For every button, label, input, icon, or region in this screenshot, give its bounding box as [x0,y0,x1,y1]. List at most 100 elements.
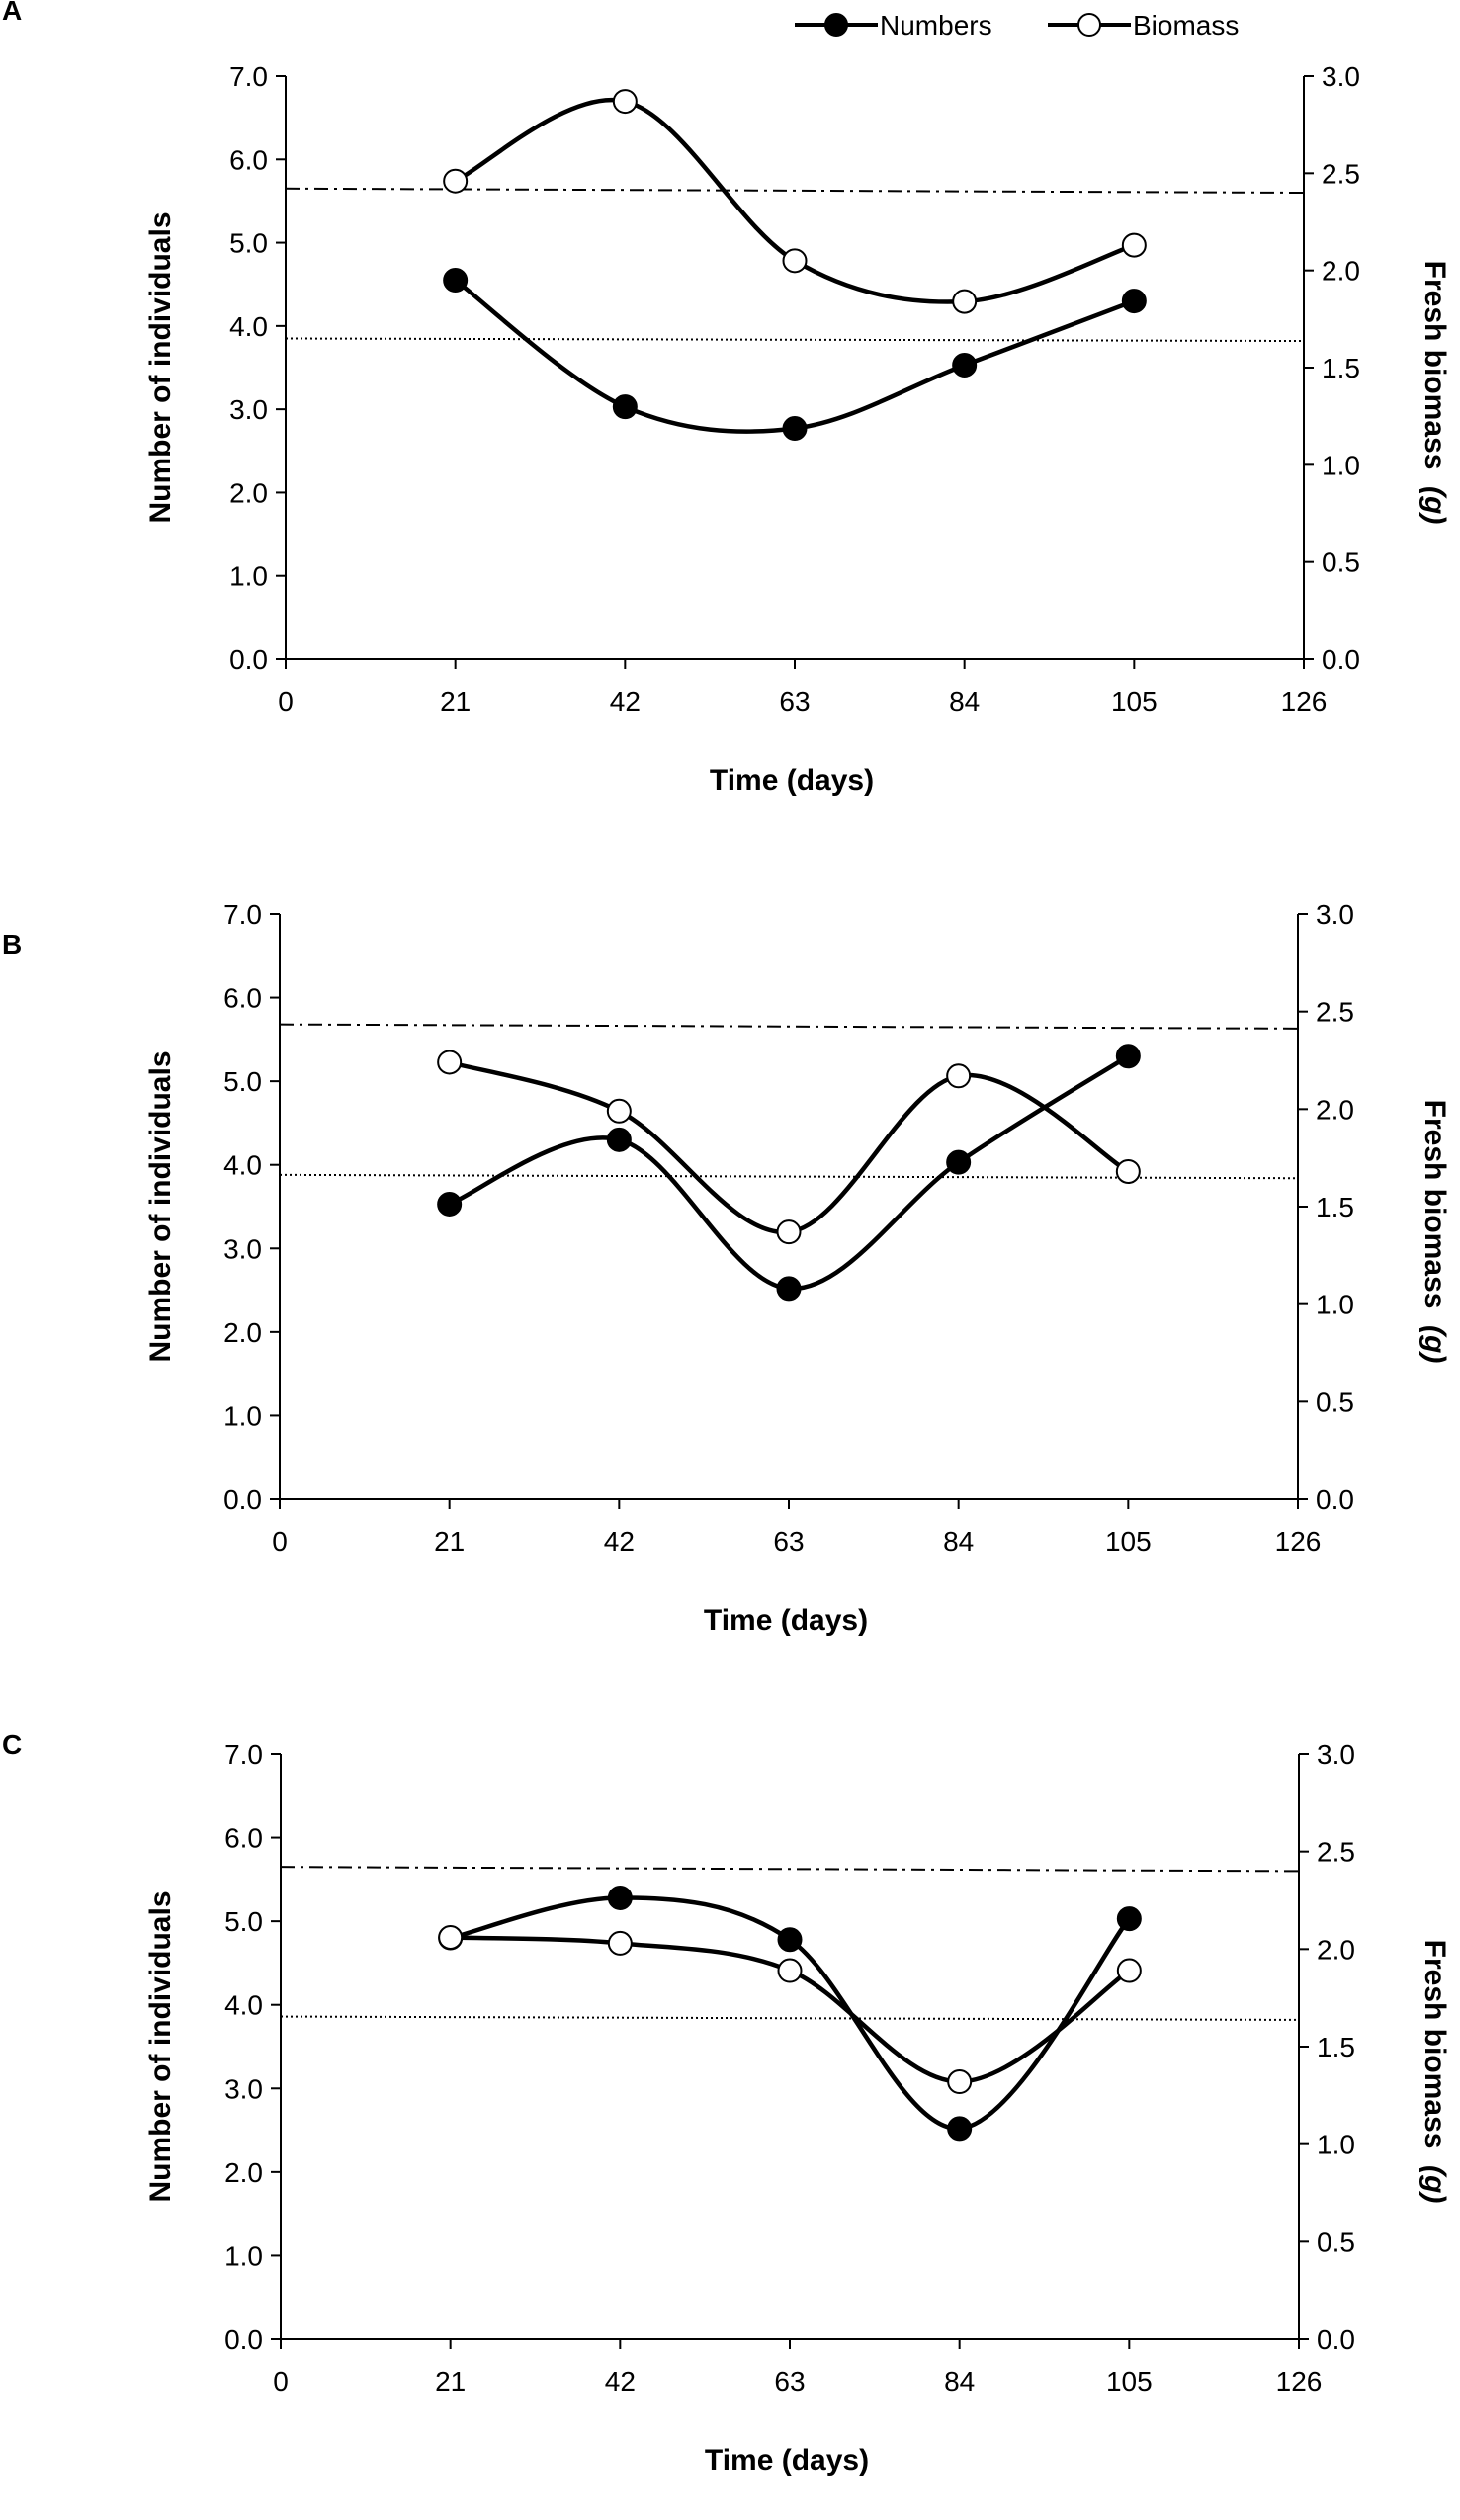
x-tick-label: 84 [943,1526,974,1556]
series-line-numbers [448,1053,1130,1292]
data-point-numbers [1121,289,1147,314]
x-tick-label: 0 [272,1526,288,1556]
data-point-biomass [1121,232,1147,258]
y2-axis-title-main: Fresh biomass [1418,261,1451,486]
y-tick-label: 2.0 [229,477,268,508]
y2-tick-label: 2.5 [1317,1837,1355,1868]
y-tick-label: 7.0 [223,899,262,930]
data-point-biomass [1115,1158,1141,1184]
x-tick-label: 63 [773,1526,804,1556]
panel-label: B [2,929,22,960]
y-tick-label: 0.0 [229,644,268,675]
series-line-biomass [449,1059,1130,1234]
y2-tick-label: 1.0 [1316,1290,1354,1320]
x-tick-label: 63 [779,686,810,716]
y-tick-label: 1.0 [224,2240,263,2271]
y-tick-label: 3.0 [223,1233,262,1264]
data-point-numbers [1116,1906,1142,1932]
reference-line-dashdot [280,1866,1300,1873]
y-tick-label: 4.0 [224,1990,263,2021]
x-tick-label: 0 [273,2366,289,2396]
x-tick-label: 0 [278,686,294,716]
y-tick-label: 5.0 [229,228,268,259]
y-tick-label: 3.0 [224,2073,263,2104]
x-tick-label: 21 [440,686,471,716]
y2-tick-label: 3.0 [1316,899,1354,930]
legend-biomass-marker [1077,13,1101,37]
legend-biomass-label: Biomass [1133,10,1239,41]
y2-axis-title-unit: (g) [1418,486,1451,524]
y-axis-title: Number of individuals [144,1890,177,2202]
y-tick-label: 4.0 [229,311,268,342]
data-point-numbers [1115,1044,1141,1069]
y2-tick-label: 2.5 [1316,997,1354,1028]
y2-tick-label: 0.5 [1322,547,1360,578]
data-point-biomass [952,289,978,314]
y2-tick-label: 1.5 [1317,2032,1355,2062]
legend: Numbers Biomass [795,10,1239,41]
data-point-biomass [946,1063,972,1089]
data-point-numbers [612,394,638,420]
chart-panel: B 0.0 1.0 2.0 3.0 4.0 5.0 6.0 7.0 0.0 0.5 1.0 1.5 2.0… [2,899,1451,1637]
data-point-numbers [947,2116,973,2142]
y-tick-label: 1.0 [223,1400,262,1431]
series-line-numbers [454,278,1136,434]
y2-axis-title: Fresh biomass (g) [1418,261,1451,525]
x-tick-label: 84 [949,686,980,716]
data-point-numbers [777,1927,803,1953]
y2-axis-title: Fresh biomass (g) [1418,1100,1451,1364]
chart-panel: C 0.0 1.0 2.0 3.0 4.0 5.0 6.0 7.0 0.0 0.5 1.0 1.5 2.0… [2,1729,1451,2477]
data-point-biomass [947,2069,973,2095]
y-tick-label: 2.0 [223,1317,262,1348]
x-tick-label: 126 [1275,1526,1322,1556]
y-axis-title: Number of individuals [144,1050,177,1362]
y-tick-label: 0.0 [224,2324,263,2355]
data-point-biomass [612,89,638,115]
x-tick-label: 126 [1281,686,1328,716]
y2-axis-title-main: Fresh biomass [1418,1940,1451,2165]
data-point-biomass [438,1924,464,1950]
data-point-numbers [443,268,469,293]
reference-line-dashdot [279,1023,1299,1030]
x-tick-label: 105 [1111,686,1158,716]
data-point-numbers [946,1149,972,1175]
y2-tick-label: 3.0 [1317,1739,1355,1770]
y2-tick-label: 1.0 [1322,450,1360,480]
y2-tick-label: 2.0 [1316,1094,1354,1125]
y-tick-label: 7.0 [229,61,268,92]
x-tick-label: 42 [605,2366,636,2396]
x-axis-title: Time (days) [704,1604,868,1637]
reference-line-dotted [280,2015,1300,2021]
y-axis-title: Number of individuals [144,211,177,523]
y-tick-label: 2.0 [224,2157,263,2188]
y-tick-label: 5.0 [224,1906,263,1937]
y-tick-label: 6.0 [229,144,268,175]
data-point-biomass [1116,1958,1142,1983]
y2-tick-label: 0.5 [1317,2226,1355,2257]
legend-numbers-label: Numbers [880,10,992,41]
x-tick-label: 105 [1106,2366,1153,2396]
legend-numbers-marker [824,13,848,37]
y-tick-label: 0.0 [223,1484,262,1515]
y2-axis-title-unit: (g) [1418,2165,1451,2203]
y2-tick-label: 0.5 [1316,1386,1354,1417]
data-point-numbers [782,416,808,442]
y2-tick-label: 0.0 [1322,644,1360,675]
data-point-biomass [437,1050,463,1075]
y-tick-label: 5.0 [223,1066,262,1097]
y2-axis-title: Fresh biomass (g) [1418,1940,1451,2204]
x-tick-label: 63 [774,2366,805,2396]
data-point-biomass [443,168,469,194]
y-tick-label: 4.0 [223,1150,262,1181]
x-tick-label: 105 [1105,1526,1152,1556]
reference-line-dotted [279,1173,1299,1180]
chart-panel: A 0.0 1.0 2.0 3.0 4.0 5.0 6.0 7.0 0.0 0.5 1.0 1.5 2.0… [2,0,1451,797]
y-tick-label: 6.0 [224,1823,263,1854]
data-point-biomass [606,1098,632,1124]
y2-tick-label: 3.0 [1322,61,1360,92]
data-point-biomass [777,1958,803,1983]
y2-tick-label: 0.0 [1317,2324,1355,2355]
data-point-numbers [437,1191,463,1217]
data-point-numbers [952,352,978,378]
